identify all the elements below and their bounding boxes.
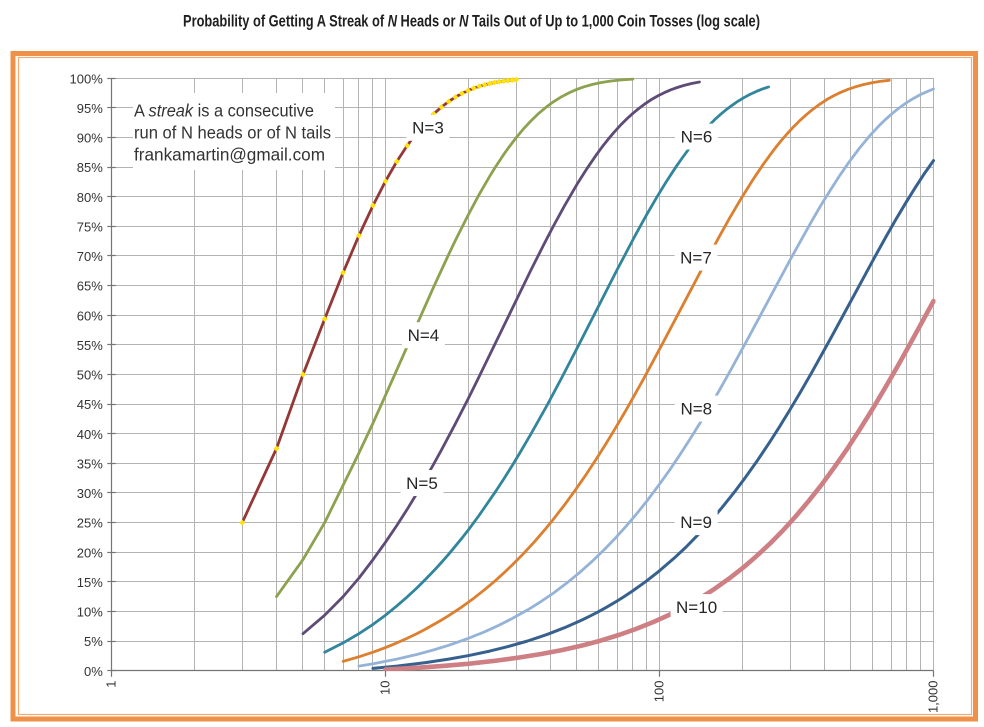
svg-text:25%: 25% [77, 516, 103, 531]
svg-text:40%: 40% [77, 427, 103, 442]
svg-text:85%: 85% [77, 160, 103, 175]
svg-text:N=5: N=5 [406, 474, 438, 493]
svg-text:Probability of Getting A Strea: Probability of Getting A Streak of N Hea… [183, 13, 760, 31]
svg-text:70%: 70% [77, 249, 103, 264]
svg-text:1,000: 1,000 [926, 681, 941, 714]
svg-text:N=9: N=9 [680, 513, 712, 532]
svg-text:35%: 35% [77, 456, 103, 471]
svg-text:N=6: N=6 [681, 127, 713, 146]
svg-text:20%: 20% [77, 545, 103, 560]
svg-text:60%: 60% [77, 308, 103, 323]
svg-text:A streak is a consecutive: A streak is a consecutive [134, 101, 314, 121]
svg-text:N=3: N=3 [412, 119, 444, 138]
svg-text:N=7: N=7 [680, 248, 712, 267]
svg-text:5%: 5% [84, 634, 103, 649]
svg-text:run of N heads or of N tails: run of N heads or of N tails [134, 123, 331, 143]
svg-text:N=8: N=8 [680, 399, 712, 418]
svg-text:100: 100 [652, 681, 667, 703]
svg-text:30%: 30% [77, 486, 103, 501]
svg-text:55%: 55% [77, 338, 103, 353]
svg-text:frankamartin@gmail.com: frankamartin@gmail.com [134, 144, 325, 164]
svg-text:45%: 45% [77, 397, 103, 412]
svg-text:10%: 10% [77, 605, 103, 620]
svg-text:75%: 75% [77, 219, 103, 234]
svg-text:90%: 90% [77, 131, 103, 146]
svg-text:1: 1 [104, 681, 119, 688]
svg-text:10: 10 [378, 681, 393, 695]
svg-text:95%: 95% [77, 101, 103, 116]
svg-text:50%: 50% [77, 368, 103, 383]
svg-text:80%: 80% [77, 190, 103, 205]
svg-text:0%: 0% [84, 664, 103, 679]
svg-text:N=4: N=4 [408, 326, 440, 345]
svg-text:65%: 65% [77, 279, 103, 294]
svg-text:100%: 100% [70, 71, 104, 86]
svg-text:N=10: N=10 [676, 598, 717, 617]
svg-text:15%: 15% [77, 575, 103, 590]
